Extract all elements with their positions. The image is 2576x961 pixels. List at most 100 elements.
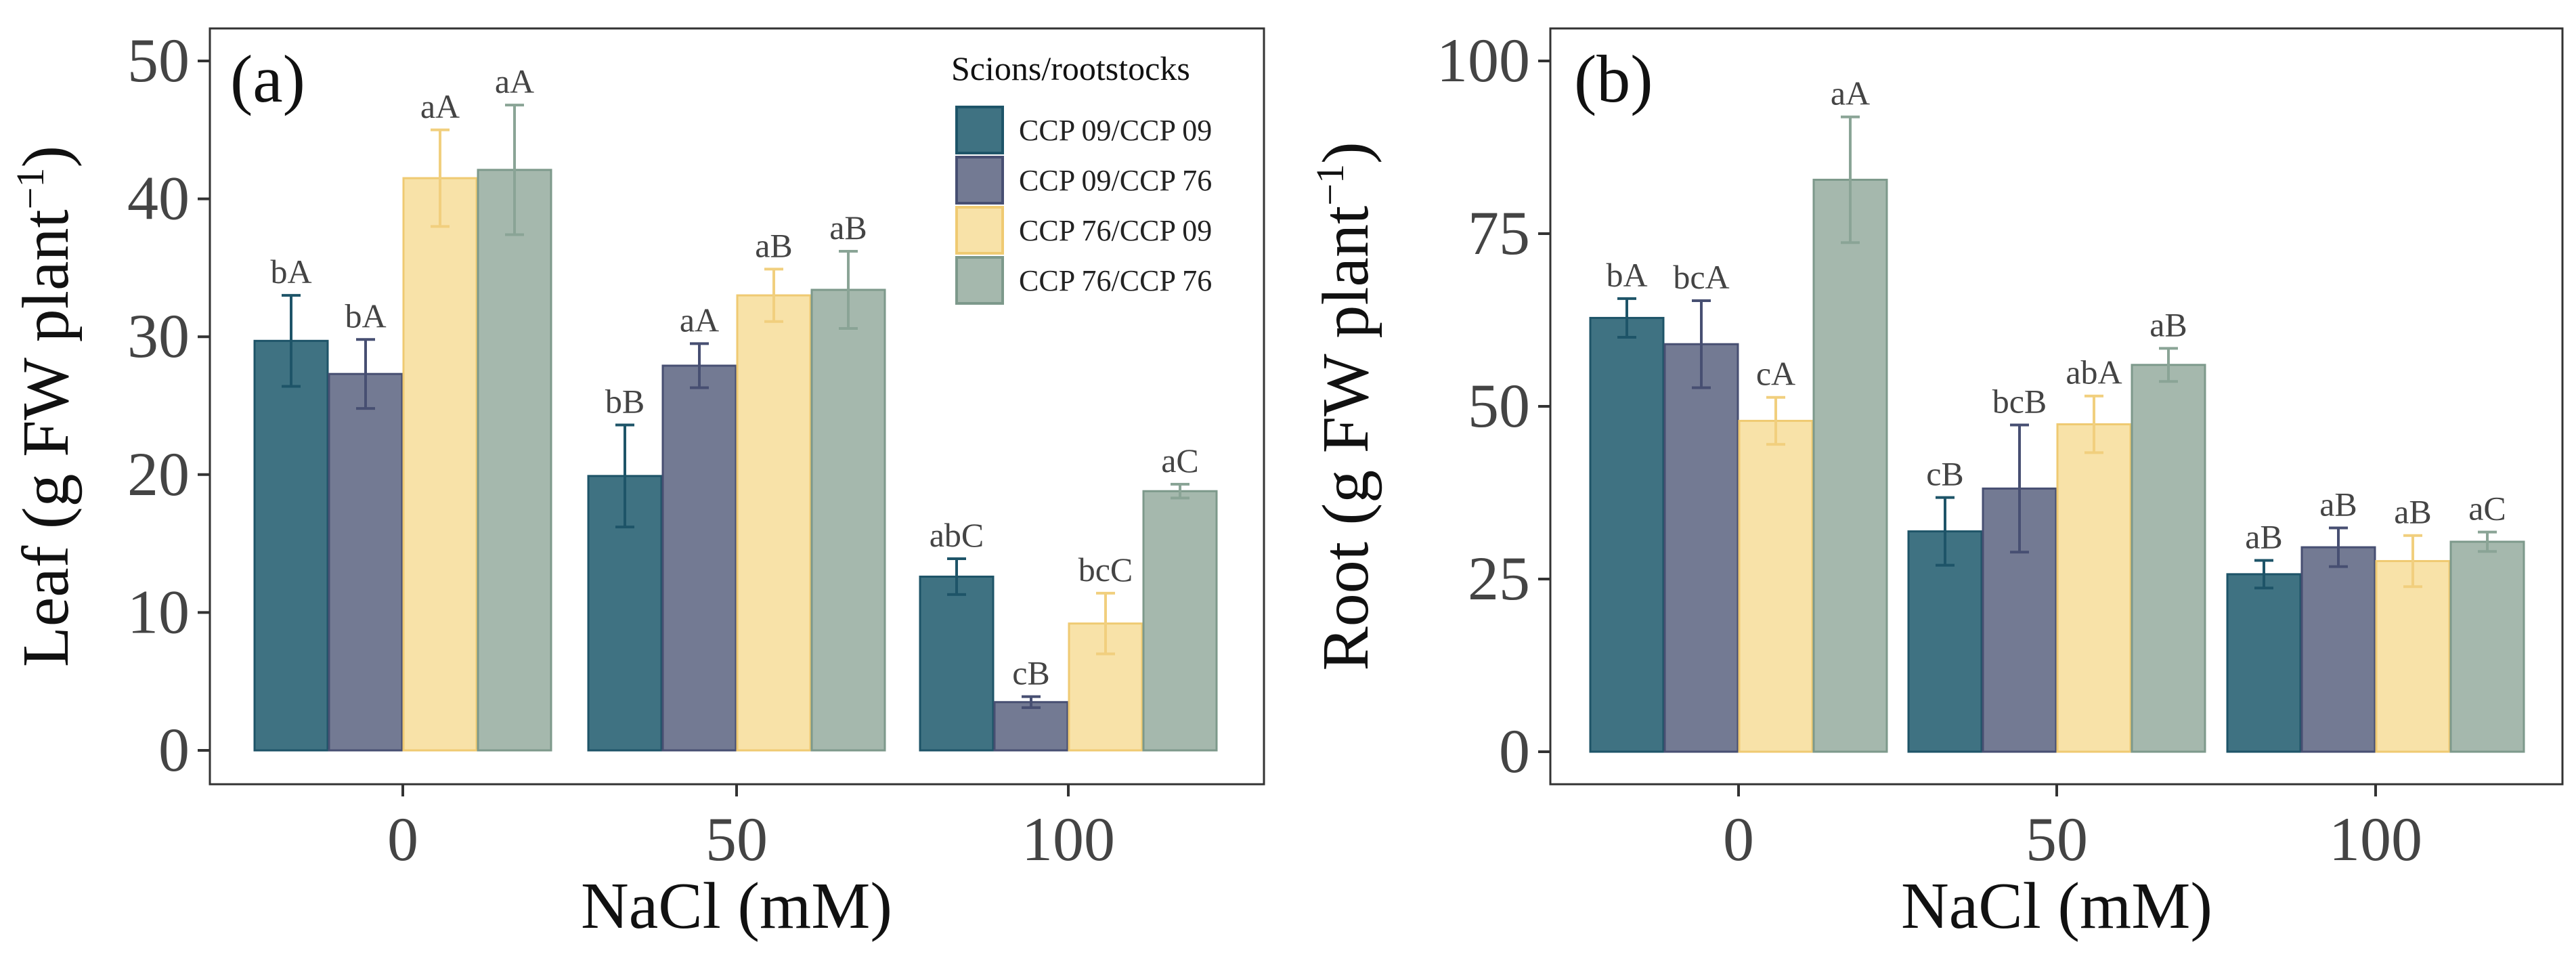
panel-b-y-axis-title-close: ) xyxy=(1309,142,1382,164)
panel-a-bar xyxy=(402,177,478,752)
panel-a-error-bar xyxy=(1171,483,1189,500)
panel-b-bar xyxy=(2056,423,2132,753)
legend-swatch-0 xyxy=(955,106,1004,154)
panel-a-bar xyxy=(1142,490,1218,752)
panel-b-y-tick-label: 75 xyxy=(1468,198,1530,268)
panel-a-y-tick-label: 50 xyxy=(127,26,190,95)
legend-label-1: CCP 09/CCP 76 xyxy=(1019,164,1212,197)
panel-b-x-tick-label: 100 xyxy=(2329,805,2422,874)
panel-a-y-tick-label: 0 xyxy=(158,715,190,784)
panel-a-bar xyxy=(328,372,403,752)
panel-b-significance-label: aB xyxy=(2245,517,2283,555)
panel-a-bar xyxy=(477,169,552,752)
panel-a-significance-label: abC xyxy=(930,516,984,554)
panel-b-error-bar xyxy=(1617,297,1636,339)
panel-b-error-bar xyxy=(2010,423,2029,554)
legend-swatch-2 xyxy=(955,206,1004,255)
panel-a-error-bar xyxy=(1096,591,1115,656)
panel-b-x-ticks: 0 50 100 xyxy=(1723,784,2422,874)
panel-b-x-tick-label: 0 xyxy=(1723,805,1754,874)
panel-b-significance-label: bA xyxy=(1606,256,1647,294)
legend-item: CCP 09/CCP 09 xyxy=(955,106,1212,154)
panel-a-significance-label: bA xyxy=(345,297,386,335)
svg-text:Root (g FW plant−1): Root (g FW plant−1) xyxy=(1308,142,1382,670)
panel-b-bar xyxy=(1663,343,1739,753)
panel-a-y-tick-label: 10 xyxy=(127,577,190,646)
panel-a-significance-label: aA xyxy=(420,87,460,125)
panel-a-leaf: (a) Leaf (g FW plant−1) NaCl (mM) 0 10 20 3… xyxy=(8,26,1265,943)
panel-b-significance-label: aC xyxy=(2468,490,2506,528)
panel-a-significance-label: bA xyxy=(270,253,311,291)
panel-a-bar xyxy=(919,575,995,752)
panel-a-error-bar xyxy=(431,128,450,228)
panel-b-significance-label: aA xyxy=(1831,74,1870,112)
panel-a-significance-label: aC xyxy=(1161,442,1199,479)
panel-b-y-axis-title-sup: −1 xyxy=(1308,164,1352,206)
panel-a-x-axis-title: NaCl (mM) xyxy=(581,870,892,943)
panel-b-bars: bA bcA cA aA cB bcB abA aB aB aB aB aC xyxy=(1589,74,2525,753)
panel-a-y-tick-label: 20 xyxy=(127,440,190,509)
panel-a-x-tick-label: 100 xyxy=(1022,805,1115,874)
panel-a-bar xyxy=(253,339,329,752)
panel-a-significance-label: bB xyxy=(605,383,645,421)
panel-b-significance-label: aB xyxy=(2149,305,2187,343)
panel-b-error-bar xyxy=(2403,534,2422,589)
panel-a-y-axis-title-close: ) xyxy=(9,146,83,168)
legend-item: CCP 76/CCP 09 xyxy=(955,206,1212,255)
panel-b-y-tick-label: 0 xyxy=(1499,717,1530,786)
panel-a-significance-label: aB xyxy=(829,209,867,247)
panel-b-x-axis-title: NaCl (mM) xyxy=(1901,870,2212,943)
panel-b-significance-label: bcA xyxy=(1673,258,1729,296)
panel-a-y-ticks: 0 10 20 30 40 50 xyxy=(127,26,210,784)
panel-a-error-bar xyxy=(615,423,634,529)
panel-b-bar xyxy=(2131,364,2206,753)
panel-a-y-axis-title-main: Leaf (g FW plant xyxy=(9,209,83,667)
panel-a-bar xyxy=(993,701,1069,752)
panel-a-significance-label: cB xyxy=(1012,654,1050,692)
panel-b-bar xyxy=(1738,419,1814,753)
panel-b-error-bar xyxy=(2329,526,2348,568)
panel-a-y-axis-title-sup: −1 xyxy=(8,168,52,210)
panel-b-error-bar xyxy=(2254,559,2273,590)
panel-b-significance-label: aB xyxy=(2394,493,2432,531)
panel-a-bar xyxy=(736,294,812,752)
panel-b-root: (b) Root (g FW plant−1) NaCl (mM) 0 25 50 7… xyxy=(1308,26,2564,943)
panel-b-bar xyxy=(2375,559,2451,753)
legend-swatch-3 xyxy=(955,256,1004,305)
panel-a-significance-label: aA xyxy=(680,301,719,339)
panel-b-bar xyxy=(1812,178,1888,753)
panel-a-y-tick-label: 30 xyxy=(127,301,190,370)
panel-b-y-axis-title: Root (g FW plant−1) xyxy=(1308,142,1382,670)
panel-b-error-bar xyxy=(2159,347,2178,383)
panel-a-bars: bA bA aA aA bB aA aB aB abC cB bcC aC xyxy=(253,62,1218,752)
panel-a-error-bar xyxy=(505,104,524,236)
panel-a-label: (a) xyxy=(230,41,305,116)
panel-b-bar xyxy=(2226,573,2302,753)
panel-a-significance-label: aA xyxy=(495,62,534,100)
legend-swatch-1 xyxy=(955,156,1004,205)
panel-b-error-bar xyxy=(2478,530,2497,553)
legend: Scions/rootstocks CCP 09/CCP 09 CCP 09/C… xyxy=(951,49,1212,305)
panel-b-significance-label: bcB xyxy=(1992,383,2047,421)
panel-b-label: (b) xyxy=(1574,41,1653,116)
panel-b-x-tick-label: 50 xyxy=(2026,805,2088,874)
panel-b-significance-label: aB xyxy=(2319,486,2357,524)
panel-b-y-tick-label: 25 xyxy=(1468,544,1530,613)
panel-a-x-tick-label: 50 xyxy=(705,805,768,874)
panel-b-bar xyxy=(1589,316,1665,753)
panel-b-y-tick-label: 100 xyxy=(1437,26,1530,95)
panel-a-error-bar xyxy=(690,342,709,389)
panel-a-x-tick-label: 0 xyxy=(387,805,418,874)
panel-b-bar xyxy=(2300,546,2376,753)
panel-b-bar xyxy=(1907,530,1983,753)
legend-item: CCP 76/CCP 76 xyxy=(955,256,1212,305)
panel-b-y-ticks: 0 25 50 75 100 xyxy=(1437,26,1550,786)
panel-a-error-bar xyxy=(839,249,858,330)
panel-b-bar xyxy=(2449,540,2525,753)
panel-b-y-axis-title-main: Root (g FW plant xyxy=(1309,206,1382,671)
legend-label-2: CCP 76/CCP 09 xyxy=(1019,214,1212,247)
panel-a-error-bar xyxy=(764,268,783,323)
panel-a-error-bar xyxy=(356,338,375,410)
